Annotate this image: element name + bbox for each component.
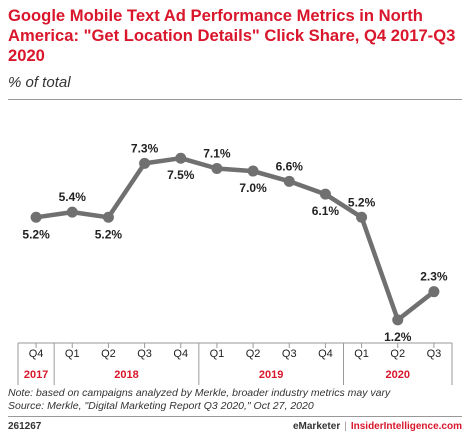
data-point [356, 211, 368, 223]
data-label: 1.2% [384, 330, 412, 344]
data-points [30, 152, 440, 326]
data-point [139, 157, 151, 169]
x-tick-label: Q1 [210, 348, 225, 360]
year-groups: 2017 2018 2019 2020 [17, 343, 453, 385]
x-tick-label: Q4 [318, 348, 333, 360]
data-point [319, 188, 331, 200]
data-point [30, 211, 42, 223]
footer-brand: eMarketer | InsiderIntelligence.com [293, 421, 462, 432]
x-tick-label: Q2 [101, 348, 116, 360]
chart-source: Source: Merkle, "Digital Marketing Repor… [8, 400, 314, 412]
title-divider [8, 99, 462, 100]
data-label: 2.3% [420, 270, 448, 284]
x-tick-label: Q4 [29, 348, 44, 360]
chart-subtitle: % of total [8, 74, 71, 91]
year-label: 2017 [24, 369, 48, 381]
chart-id: 261267 [8, 421, 42, 432]
series-line [33, 155, 437, 323]
x-tick-label: Q3 [282, 348, 297, 360]
footer-divider [8, 416, 462, 417]
brand-insider-intelligence: InsiderIntelligence.com [350, 421, 462, 432]
data-label: 5.2% [348, 195, 376, 209]
data-labels: 5.2% 5.4% 5.2% 7.3% 7.5% 7.1% 7.0% 6.6% 6.1% 5.2%… [22, 141, 448, 344]
data-point [392, 314, 404, 326]
year-label: 2020 [386, 369, 410, 381]
x-tick-label: Q2 [390, 348, 405, 360]
x-tick-label: Q1 [354, 348, 369, 360]
brand-emarketer: eMarketer [292, 421, 341, 432]
data-label: 5.2% [95, 227, 123, 241]
data-point [283, 175, 295, 187]
data-label: 6.1% [312, 204, 340, 218]
x-tick-label: Q4 [173, 348, 188, 360]
x-tick-label: Q2 [246, 348, 261, 360]
chart-title: Google Mobile Text Ad Performance Metric… [8, 6, 456, 65]
chart-note: Note: based on campaigns analyzed by Mer… [8, 387, 391, 399]
x-axis-ticks: Q4 Q1 Q2 Q3 Q4 Q1 Q2 Q3 Q4 Q1 Q2 Q3 [18, 342, 452, 360]
x-tick-label: Q3 [137, 348, 152, 360]
data-label: 6.6% [276, 159, 304, 173]
data-label: 7.3% [131, 141, 159, 155]
x-tick-label: Q3 [427, 348, 442, 360]
data-label: 7.1% [203, 146, 231, 160]
x-tick-label: Q1 [65, 348, 80, 360]
data-label: 5.4% [59, 190, 87, 204]
data-point [247, 165, 259, 177]
data-point [102, 211, 114, 223]
brand-separator: | [344, 421, 347, 432]
data-point [66, 206, 78, 218]
data-label: 5.2% [22, 227, 50, 241]
data-point [428, 286, 440, 298]
year-label: 2019 [259, 369, 283, 381]
year-label: 2018 [114, 369, 138, 381]
data-point [211, 162, 223, 174]
data-point [175, 152, 187, 164]
data-label: 7.5% [167, 168, 195, 182]
data-label: 7.0% [239, 181, 267, 195]
